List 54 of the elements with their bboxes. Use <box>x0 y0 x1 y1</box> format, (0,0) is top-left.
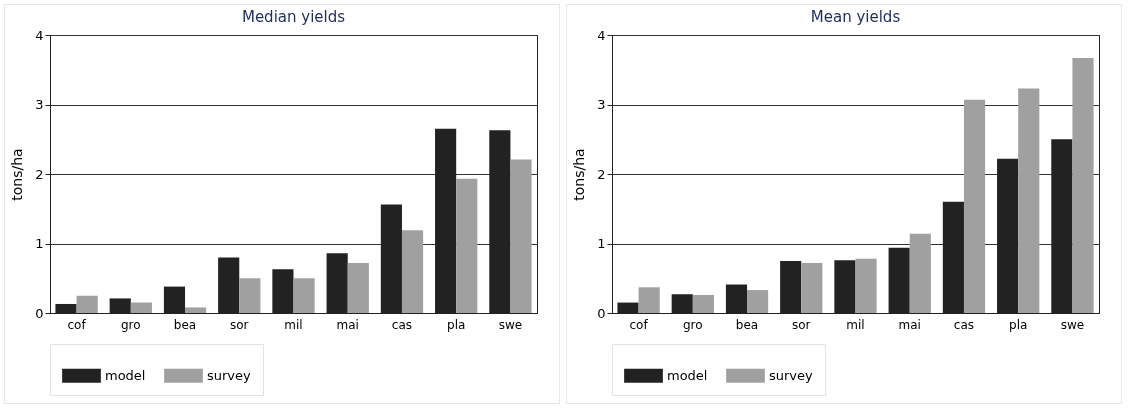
y-tick-label: 4 <box>597 27 606 43</box>
y-tick-label: 2 <box>35 166 44 182</box>
x-tick-label: bea <box>735 317 759 332</box>
bar <box>76 295 98 313</box>
bar <box>185 307 207 313</box>
legend-label: survey <box>207 367 252 383</box>
x-tick-label: gro <box>120 317 141 332</box>
x-tick-label: swe <box>498 317 523 332</box>
bar <box>801 262 823 313</box>
bar <box>638 287 660 313</box>
y-tick-label: 2 <box>597 166 606 182</box>
bar <box>130 302 152 313</box>
y-axis-title: tons/ha <box>571 148 588 201</box>
bar <box>909 233 931 313</box>
bar <box>855 258 877 313</box>
x-tick-label: cof <box>629 317 649 332</box>
x-tick-label: bea <box>173 317 197 332</box>
x-tick-label: sor <box>230 317 249 332</box>
legend-label: model <box>105 367 146 383</box>
bar <box>692 294 714 313</box>
x-tick-label: mil <box>284 317 303 332</box>
y-tick-label: 0 <box>35 305 44 321</box>
y-tick-label: 3 <box>597 97 606 112</box>
y-tick-label: 1 <box>35 236 44 251</box>
y-tick-label: 1 <box>597 236 606 251</box>
bar <box>747 290 769 313</box>
chart-title: Median yields <box>241 8 346 26</box>
bar <box>347 262 369 313</box>
bar <box>456 178 478 313</box>
chart-title: Mean yields <box>810 8 901 26</box>
x-tick-label: sor <box>792 317 811 332</box>
y-axis-title: tons/ha <box>9 148 26 201</box>
legend-label: survey <box>769 367 814 383</box>
x-tick-label: cas <box>391 317 413 332</box>
x-tick-label: gro <box>682 317 703 332</box>
bar <box>510 159 532 313</box>
bar <box>1018 88 1040 313</box>
y-tick-label: 0 <box>597 305 606 321</box>
x-tick-label: pla <box>1009 317 1028 332</box>
bar <box>401 230 424 313</box>
bar <box>293 278 315 313</box>
x-tick-label: pla <box>447 317 466 332</box>
x-tick-label: swe <box>1060 317 1085 332</box>
y-tick-label: 3 <box>35 97 44 112</box>
x-tick-label: mai <box>336 317 359 332</box>
bar <box>1072 57 1094 313</box>
y-tick-label: 4 <box>35 27 44 43</box>
bar <box>963 99 986 313</box>
x-tick-label: mai <box>898 317 921 332</box>
legend-label: model <box>667 367 708 383</box>
x-tick-label: cof <box>67 317 87 332</box>
x-tick-label: cas <box>953 317 975 332</box>
x-tick-label: mil <box>846 317 865 332</box>
bar <box>239 278 261 313</box>
